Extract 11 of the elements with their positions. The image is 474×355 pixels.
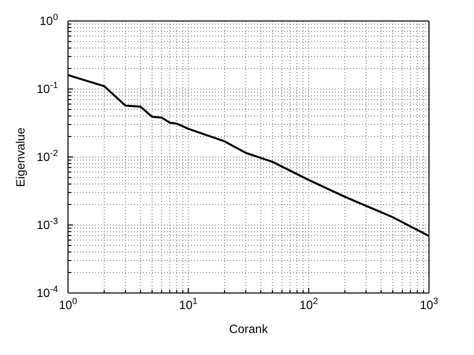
y-tick-label: 10$^{-1}$	[36, 80, 58, 96]
x-axis-title: Corank	[229, 322, 269, 336]
x-tick-label: 10$^{2}$	[299, 296, 318, 312]
x-tick-label: 10$^{0}$	[58, 296, 78, 312]
y-axis-title: Eigenvalue	[13, 127, 28, 187]
y-tick-label: 10$^{0}$	[40, 12, 58, 28]
x-tick-label: 10$^{1}$	[179, 296, 198, 312]
y-tick-label: 10$^{-2}$	[36, 148, 58, 164]
x-tick-label: 10$^{3}$	[420, 296, 438, 312]
y-tick-label: 10$^{-4}$	[36, 284, 58, 300]
y-tick-label: 10$^{-3}$	[36, 216, 58, 232]
